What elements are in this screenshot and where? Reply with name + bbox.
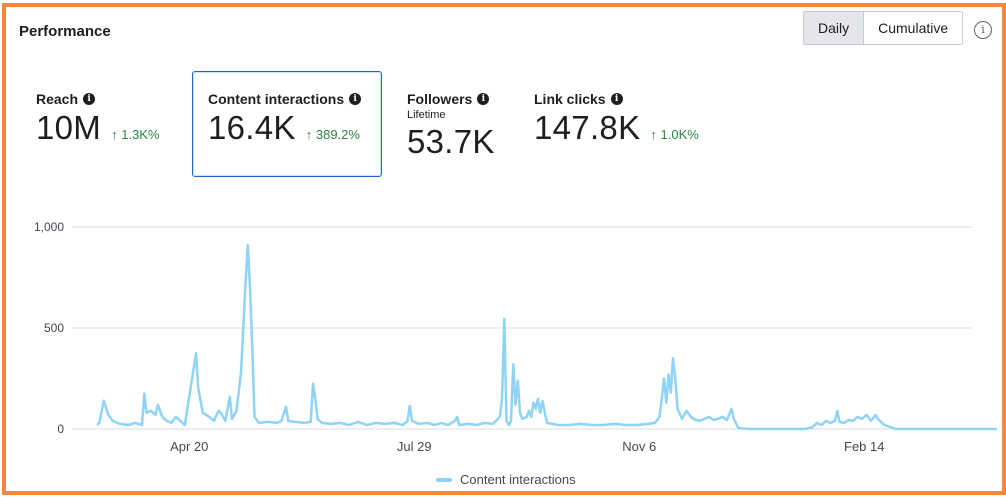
y-tick-label: 1,000 bbox=[34, 220, 64, 234]
metric-label: Reach bbox=[36, 91, 79, 107]
legend-swatch bbox=[436, 477, 452, 482]
chart-legend[interactable]: Content interactions bbox=[436, 472, 576, 487]
metric-value: 53.7K bbox=[407, 123, 495, 160]
info-icon[interactable]: i bbox=[349, 93, 362, 105]
info-icon[interactable]: i bbox=[610, 93, 623, 105]
metric-label: Link clicks bbox=[534, 91, 606, 107]
series-line-content-interactions bbox=[96, 243, 997, 431]
metric-value: 10M bbox=[36, 109, 102, 146]
metric-link-clicks[interactable]: Link clicks i 147.8K ↑ 1.0K% bbox=[534, 71, 724, 175]
performance-panel: Performance Daily Cumulative i Reach i 1… bbox=[2, 3, 1006, 495]
cumulative-button[interactable]: Cumulative bbox=[864, 12, 963, 44]
y-tick-label: 0 bbox=[57, 422, 64, 436]
x-tick-label: Apr 20 bbox=[170, 439, 208, 454]
metric-value: 147.8K bbox=[534, 109, 641, 146]
info-icon[interactable]: i bbox=[83, 93, 96, 105]
x-tick-label: Nov 6 bbox=[622, 439, 656, 454]
daily-button[interactable]: Daily bbox=[804, 12, 865, 44]
metric-change: ↑ 1.0K% bbox=[650, 127, 699, 142]
metric-followers[interactable]: Followers i Lifetime 53.7K bbox=[407, 71, 517, 175]
metric-value: 16.4K bbox=[208, 109, 296, 146]
metric-label: Content interactions bbox=[208, 91, 345, 107]
view-toggle: Daily Cumulative bbox=[803, 11, 964, 45]
info-icon[interactable]: i bbox=[477, 93, 490, 105]
metric-change: ↑ 1.3K% bbox=[111, 127, 160, 142]
metric-sublabel: Lifetime bbox=[407, 109, 446, 121]
interactions-line-chart: 0 500 1,000 Apr 20 Jul 29 Nov 6 Feb 14 bbox=[34, 220, 997, 454]
x-tick-label: Feb 14 bbox=[844, 439, 884, 454]
y-tick-label: 500 bbox=[44, 321, 64, 335]
metric-change: ↑ 389.2% bbox=[305, 127, 360, 142]
metric-label: Followers bbox=[407, 91, 473, 107]
metric-reach[interactable]: Reach i 10M ↑ 1.3K% bbox=[36, 71, 186, 175]
legend-label: Content interactions bbox=[460, 472, 576, 487]
panel-title: Performance bbox=[19, 23, 111, 40]
metric-content-interactions[interactable]: Content interactions i 16.4K ↑ 389.2% bbox=[192, 71, 382, 177]
info-icon[interactable]: i bbox=[974, 21, 992, 39]
x-tick-label: Jul 29 bbox=[397, 439, 432, 454]
